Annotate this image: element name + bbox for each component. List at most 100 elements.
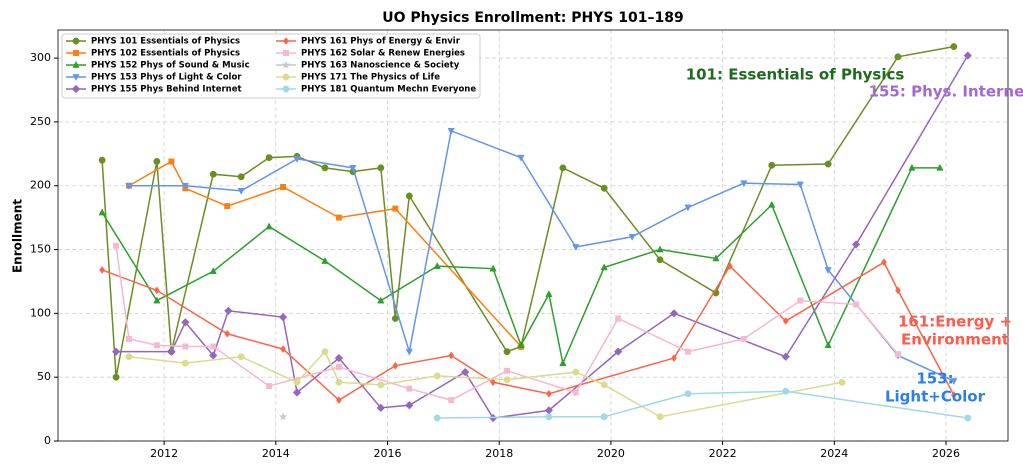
marker <box>950 378 958 386</box>
marker <box>768 200 776 208</box>
marker <box>895 286 901 295</box>
marker <box>293 378 301 386</box>
marker <box>210 343 217 350</box>
chart-title: UO Physics Enrollment: PHYS 101–189 <box>382 10 684 26</box>
marker <box>181 318 190 327</box>
annotation: 155: Phys. Internet <box>869 83 1023 101</box>
series <box>99 258 957 405</box>
marker <box>851 240 861 249</box>
marker <box>600 413 608 421</box>
marker <box>99 266 105 274</box>
marker <box>572 368 580 376</box>
marker <box>209 267 217 275</box>
marker <box>460 367 470 377</box>
marker <box>335 378 343 386</box>
marker <box>278 412 288 421</box>
marker <box>768 161 776 169</box>
legend-label: PHYS 155 Phys Behind Internet <box>91 85 242 95</box>
marker <box>167 347 176 356</box>
y-axis-label: Enrollment <box>11 199 25 273</box>
marker <box>321 164 329 172</box>
legend-marker <box>283 37 289 45</box>
marker <box>895 351 901 358</box>
y-tick-label: 50 <box>37 370 51 383</box>
marker <box>293 156 301 163</box>
y-tick-label: 250 <box>30 115 51 128</box>
series <box>111 51 972 423</box>
series <box>98 43 958 381</box>
marker <box>656 245 664 253</box>
marker <box>224 306 233 316</box>
legend-marker <box>73 50 79 56</box>
marker <box>824 341 832 349</box>
marker <box>98 156 106 164</box>
legend-label: PHYS 163 Nanoscience & Society <box>301 61 460 71</box>
marker <box>125 353 133 361</box>
series-line <box>128 160 522 348</box>
legend-label: PHYS 171 The Physics of Life <box>301 73 440 83</box>
legend-marker <box>282 73 290 81</box>
marker <box>628 233 636 241</box>
marker <box>545 290 553 298</box>
legend-label: PHYS 153 Phys of Light & Color <box>91 73 242 83</box>
marker <box>181 359 189 367</box>
marker <box>153 286 160 295</box>
legend-label: PHYS 162 Solar & Renew Energies <box>301 49 465 59</box>
marker <box>224 329 231 338</box>
series-line <box>437 390 968 419</box>
marker <box>405 348 413 356</box>
marker <box>824 160 832 168</box>
marker <box>182 343 189 350</box>
marker <box>280 184 287 190</box>
marker <box>740 180 748 188</box>
marker <box>613 347 623 356</box>
legend-marker <box>71 84 81 94</box>
y-tick-label: 100 <box>30 306 51 319</box>
marker <box>433 414 441 422</box>
marker <box>377 381 385 389</box>
x-tick-label: 2020 <box>597 447 625 460</box>
marker <box>111 347 121 356</box>
annotation: Environment <box>901 331 1009 349</box>
marker <box>963 51 972 60</box>
marker <box>278 312 288 322</box>
x-tick-label: 2016 <box>374 447 402 460</box>
marker <box>349 165 357 172</box>
series-line <box>116 55 969 419</box>
series <box>125 348 846 421</box>
marker <box>600 263 608 271</box>
marker <box>265 154 273 162</box>
marker <box>237 353 245 361</box>
legend-marker <box>72 74 80 82</box>
marker <box>504 367 510 374</box>
marker <box>838 378 846 386</box>
marker <box>405 192 413 200</box>
marker <box>797 297 804 304</box>
marker <box>853 301 860 308</box>
x-tick-label: 2022 <box>709 447 737 460</box>
marker <box>292 388 302 397</box>
marker <box>153 296 161 304</box>
legend-box <box>61 33 481 99</box>
legend-marker <box>281 60 291 69</box>
marker <box>950 43 958 51</box>
marker <box>781 352 790 361</box>
marker <box>545 413 553 421</box>
marker <box>572 389 579 396</box>
marker <box>824 267 832 275</box>
plot-frame <box>57 29 1009 442</box>
marker <box>112 373 120 381</box>
series <box>125 128 958 386</box>
marker <box>740 335 747 342</box>
marker <box>98 208 106 216</box>
marker <box>881 258 887 267</box>
marker <box>336 396 342 405</box>
marker <box>600 184 608 192</box>
marker <box>447 128 455 135</box>
x-tick-label: 2012 <box>150 447 178 460</box>
legend-marker <box>283 50 289 56</box>
marker <box>615 315 622 322</box>
marker <box>559 359 567 366</box>
marker <box>656 256 664 264</box>
